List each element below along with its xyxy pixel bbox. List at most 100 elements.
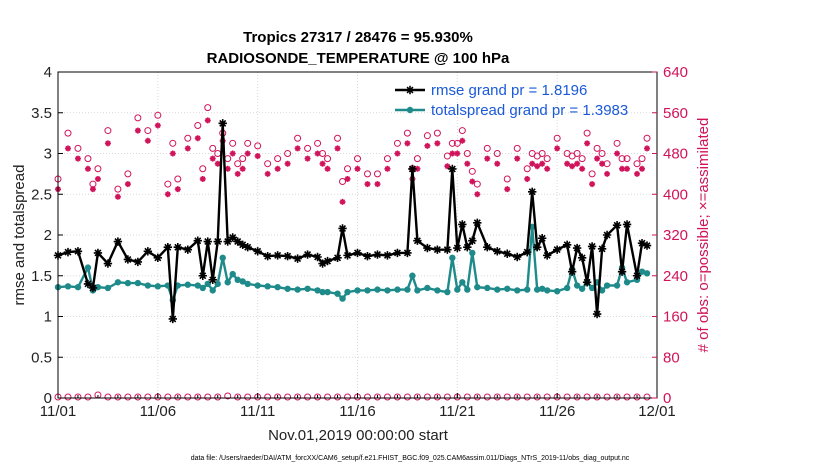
series-1-point-74 bbox=[603, 282, 611, 289]
series-2-point-58 bbox=[503, 175, 511, 183]
series-1-point-46 bbox=[414, 287, 421, 294]
series-3-point-28 bbox=[264, 170, 271, 177]
x-tick-label-2: 11/11 bbox=[240, 403, 275, 420]
series-3-point-70 bbox=[584, 140, 591, 147]
series-3-point-31 bbox=[294, 145, 301, 152]
series-3-point-65 bbox=[554, 145, 561, 152]
series-3-point-63 bbox=[539, 160, 546, 167]
series-4-point-41 bbox=[463, 393, 471, 401]
series-3-point-32 bbox=[304, 155, 311, 162]
series-0-point-9 bbox=[133, 257, 143, 267]
series-3-point-60 bbox=[524, 175, 531, 182]
series-4-point-18 bbox=[234, 393, 242, 401]
x-axis: 11/01 11/06 11/11 11/16 11/21 11/26 12/01 bbox=[40, 393, 676, 420]
series-4-point-34 bbox=[393, 393, 401, 401]
series-3-point-61 bbox=[529, 160, 536, 167]
series-3-point-64 bbox=[544, 165, 551, 172]
series-4-point-16 bbox=[214, 393, 222, 401]
series-1-point-38 bbox=[344, 288, 351, 296]
series-0-point-49 bbox=[443, 245, 452, 254]
series-0-point-38 bbox=[343, 251, 352, 260]
series-0-point-28 bbox=[263, 251, 272, 261]
series-3-point-50 bbox=[449, 150, 456, 157]
series-3-point-66 bbox=[564, 160, 571, 167]
series-2-point-14 bbox=[174, 175, 182, 183]
series-3-point-8 bbox=[124, 181, 131, 188]
series-3-point-1 bbox=[64, 145, 71, 152]
series-2-point-56 bbox=[483, 144, 491, 152]
series-1-point-21 bbox=[219, 254, 226, 262]
series-3-point-12 bbox=[164, 191, 171, 198]
series-2-point-22 bbox=[224, 155, 232, 163]
series-3-point-69 bbox=[579, 165, 586, 172]
series-0-point-17 bbox=[198, 271, 207, 280]
series-1-point-34 bbox=[319, 288, 326, 296]
series-2-point-28 bbox=[264, 160, 272, 168]
series-4-point-15 bbox=[204, 393, 212, 401]
series-4-point-51 bbox=[563, 393, 571, 401]
series-2-point-47 bbox=[423, 132, 431, 140]
series-2-point-18 bbox=[204, 104, 212, 112]
series-1-point-35 bbox=[324, 288, 331, 296]
series-1-point-24 bbox=[234, 276, 241, 284]
series-2-point-31 bbox=[294, 134, 302, 142]
series-2-point-42 bbox=[383, 155, 391, 163]
series-2-point-55 bbox=[473, 180, 481, 188]
series-1-point-55 bbox=[474, 283, 481, 291]
series-1-point-11 bbox=[154, 283, 162, 290]
legend-marker-0 bbox=[405, 85, 415, 95]
series-4-point-49 bbox=[543, 393, 551, 401]
series-3-point-30 bbox=[284, 160, 291, 167]
series-4-point-25 bbox=[304, 393, 312, 401]
series-4-point-38 bbox=[433, 393, 441, 401]
series-0-point-34 bbox=[318, 259, 327, 268]
series-3-point-71 bbox=[589, 181, 596, 188]
series-0 bbox=[53, 119, 652, 324]
series-4-point-1 bbox=[64, 393, 72, 401]
series-2-point-76 bbox=[618, 155, 626, 163]
series-0-point-18 bbox=[203, 237, 212, 246]
series-3-point-34 bbox=[319, 160, 326, 167]
series-2-point-43 bbox=[393, 139, 401, 147]
series-0-point-37 bbox=[338, 224, 347, 233]
series-3-point-35 bbox=[324, 165, 331, 172]
series-0-point-30 bbox=[283, 251, 292, 261]
x-tick-label-0: 11/01 bbox=[40, 403, 76, 420]
y-axis-left-label: rmse and totalspread bbox=[11, 165, 28, 306]
series-2-point-13 bbox=[169, 139, 177, 147]
series-1-point-80 bbox=[643, 270, 651, 277]
series-0-point-72 bbox=[592, 309, 602, 319]
series-4-point-48 bbox=[533, 393, 541, 401]
y-right-tick-label-3: 240 bbox=[663, 268, 688, 285]
x-tick-label-6: 12/01 bbox=[638, 403, 676, 420]
series-4-point-24 bbox=[294, 393, 302, 401]
series-1 bbox=[54, 223, 651, 304]
series-2-point-19 bbox=[209, 144, 217, 152]
series-3-point-38 bbox=[344, 175, 351, 182]
series-4-point-19 bbox=[244, 393, 252, 401]
series-3-point-5 bbox=[94, 175, 101, 182]
series-0-point-3 bbox=[83, 279, 93, 289]
series-1-point-52 bbox=[459, 279, 466, 286]
series-4-point-42 bbox=[473, 393, 481, 401]
series-4-point-45 bbox=[503, 393, 511, 401]
series-0-point-74 bbox=[602, 230, 612, 240]
y-right-tick-label-0: 0 bbox=[663, 390, 671, 407]
series-3-point-62 bbox=[534, 163, 541, 170]
series-3-point-43 bbox=[394, 150, 401, 157]
series-4-point-33 bbox=[383, 393, 391, 401]
y-axis-right: 0 80 160 240 320 400 480 560 640 bbox=[652, 64, 688, 407]
series-3-point-49 bbox=[444, 163, 451, 170]
series-2-point-49 bbox=[443, 152, 451, 160]
series-1-point-39 bbox=[354, 287, 361, 294]
legend-marker-1 bbox=[406, 106, 414, 114]
series-4-point-53 bbox=[583, 393, 591, 401]
series-1-point-77 bbox=[623, 279, 631, 286]
series-4-point-3 bbox=[84, 393, 92, 401]
series-2-point-57 bbox=[493, 150, 501, 157]
series-4-point-59 bbox=[643, 393, 651, 401]
series-1-point-64 bbox=[543, 287, 551, 294]
series-2-point-3 bbox=[84, 155, 92, 163]
series-2-point-38 bbox=[344, 165, 352, 173]
